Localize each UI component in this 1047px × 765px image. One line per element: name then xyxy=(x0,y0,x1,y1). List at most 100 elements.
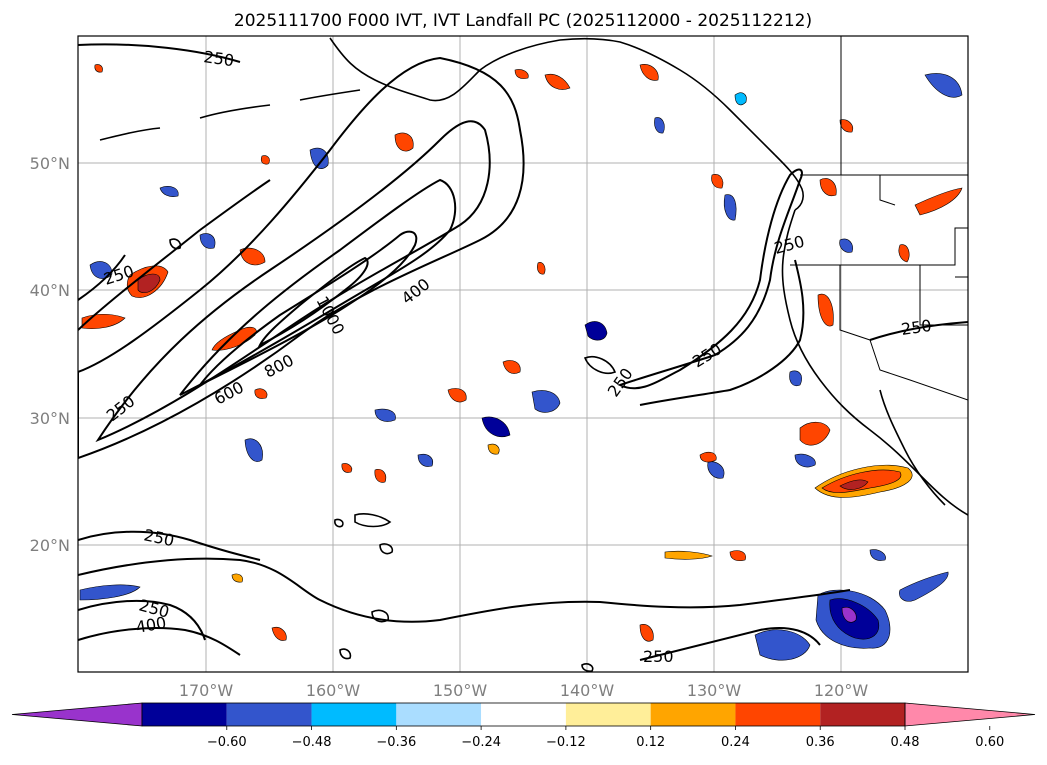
orange-patch xyxy=(231,573,243,583)
colorbar-tick-label: −0.60 xyxy=(207,735,247,750)
lat-tick-label: 30°N xyxy=(30,409,70,428)
positive-pc-shading xyxy=(81,64,963,642)
contour-label: 250 xyxy=(643,647,674,666)
colorbar-tick-label: −0.36 xyxy=(376,735,416,750)
lon-tick-label: 120°W xyxy=(814,681,869,700)
contour-250-bottom xyxy=(639,626,821,661)
red-patch xyxy=(544,73,571,90)
longitude-axis: 170°W 160°W 150°W 140°W 130°W 120°W xyxy=(179,681,869,700)
alaska-coast xyxy=(329,37,776,156)
map-panel: 250 250 250 250 250 250 250 250 250 250 … xyxy=(78,36,968,672)
island xyxy=(581,663,594,672)
colorbar-bin xyxy=(565,703,651,726)
island xyxy=(169,238,182,250)
colorbar-tick-label: −0.24 xyxy=(461,735,501,750)
lon-tick-label: 160°W xyxy=(306,681,361,700)
colorbar-tick-label: 0.60 xyxy=(975,735,1004,750)
blue-patch xyxy=(531,390,561,413)
blue-patch xyxy=(654,117,665,134)
darkred-patch xyxy=(839,479,869,490)
colorbar-bin xyxy=(311,703,397,726)
contour-250-sw xyxy=(78,599,206,641)
red-patch xyxy=(914,187,963,216)
colorbar-tick-label: 0.24 xyxy=(721,735,750,750)
red-patch xyxy=(394,132,414,152)
blue-patch xyxy=(789,370,802,387)
lon-tick-label: 170°W xyxy=(179,681,234,700)
blue-patch xyxy=(79,584,141,601)
colorbar-bin xyxy=(650,703,736,726)
aleutian-chain xyxy=(99,89,361,141)
red-patch xyxy=(374,469,387,483)
blue-patch xyxy=(374,408,396,422)
colorbar-bin xyxy=(735,703,821,726)
blue-patch xyxy=(707,461,725,479)
baja xyxy=(879,389,946,506)
colorbar-outline xyxy=(141,702,906,727)
colorbar-extend-high xyxy=(904,702,1036,727)
red-patch xyxy=(254,388,268,399)
blue-patch xyxy=(481,416,511,438)
red-patch xyxy=(711,174,724,189)
contour-400-south xyxy=(78,627,241,656)
island xyxy=(371,609,390,623)
contour-250-nw xyxy=(78,43,241,63)
red-patch xyxy=(537,262,546,275)
orange-patch xyxy=(487,443,500,455)
blue-patch xyxy=(159,186,179,197)
red-patch xyxy=(898,244,910,263)
contour-600-ar xyxy=(179,178,457,396)
blue-patch xyxy=(924,73,963,98)
hawaii-oahu xyxy=(334,518,344,528)
blue-patch xyxy=(244,438,263,462)
contour-label: 250 xyxy=(202,47,235,70)
colorbar-extend-low xyxy=(11,702,143,727)
colorbar: −0.60 −0.48 −0.36 −0.24 −0.12 0.12 0.24 0.36 0.4… xyxy=(11,702,1036,750)
colorbar-tick-label: −0.48 xyxy=(292,735,332,750)
blue-patch xyxy=(794,453,816,468)
lon-tick-label: 130°W xyxy=(687,681,742,700)
red-patch xyxy=(729,550,746,562)
red-patch xyxy=(817,293,834,327)
orange-patch xyxy=(664,550,713,560)
purple-patch xyxy=(841,607,857,623)
red-patch xyxy=(819,178,837,197)
lat-tick-label: 50°N xyxy=(30,154,70,173)
island xyxy=(379,543,394,555)
colorbar-tick-label: 0.12 xyxy=(636,735,665,750)
colorbar-bin xyxy=(820,703,905,726)
contour-800-ar xyxy=(199,230,418,386)
blue-patch xyxy=(723,194,737,221)
plot-title: 2025111700 F000 IVT, IVT Landfall PC (20… xyxy=(234,11,812,31)
red-patch xyxy=(341,463,353,473)
island xyxy=(583,356,617,374)
red-patch xyxy=(699,451,717,463)
contour-250-coast xyxy=(639,259,805,406)
contour-150-east xyxy=(869,321,968,341)
negative-pc-shading xyxy=(79,73,963,661)
coastlines xyxy=(99,37,968,672)
borders xyxy=(790,36,968,401)
colorbar-bin xyxy=(226,703,312,726)
blue-patch xyxy=(309,147,329,169)
light-blue-patch xyxy=(734,92,747,106)
red-patch xyxy=(271,627,287,641)
red-patch xyxy=(799,421,831,446)
lat-tick-label: 40°N xyxy=(30,281,70,300)
lon-tick-label: 150°W xyxy=(433,681,488,700)
contour-label: 250 xyxy=(900,316,933,339)
blue-patch xyxy=(869,549,886,561)
blue-patch xyxy=(89,261,113,279)
blue-patch xyxy=(417,453,433,467)
blue-patch xyxy=(199,233,216,249)
map-frame xyxy=(77,35,969,673)
blue-patch xyxy=(584,321,608,341)
contour-250-ar xyxy=(78,56,525,460)
contour-250-south-b xyxy=(78,530,261,561)
red-patch xyxy=(239,247,266,266)
darkred-patch xyxy=(137,273,161,293)
island xyxy=(339,648,352,660)
colorbar-tick-label: −0.12 xyxy=(546,735,586,750)
contour-250-west xyxy=(78,179,271,331)
blue-patch xyxy=(839,238,853,253)
